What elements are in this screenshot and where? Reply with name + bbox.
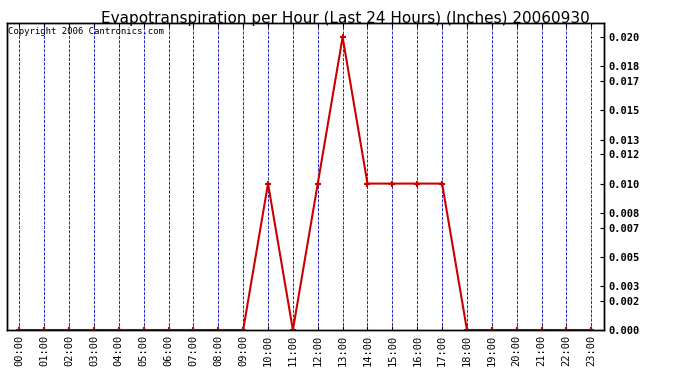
Text: Evapotranspiration per Hour (Last 24 Hours) (Inches) 20060930: Evapotranspiration per Hour (Last 24 Hou… bbox=[101, 11, 589, 26]
Text: Copyright 2006 Cantronics.com: Copyright 2006 Cantronics.com bbox=[8, 27, 164, 36]
